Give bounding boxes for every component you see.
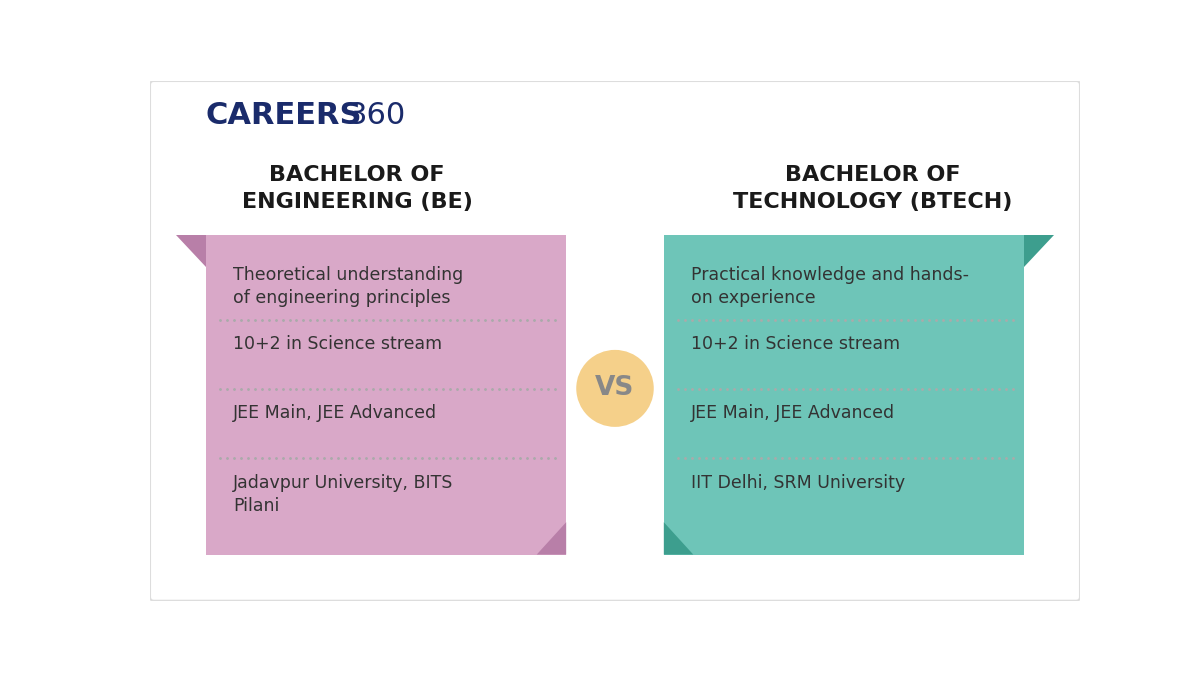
Polygon shape xyxy=(664,235,1025,555)
Polygon shape xyxy=(176,235,206,267)
Text: IIT Delhi, SRM University: IIT Delhi, SRM University xyxy=(691,474,905,491)
Text: Jadavpur University, BITS
Pilani: Jadavpur University, BITS Pilani xyxy=(233,474,454,515)
Text: Practical knowledge and hands-
on experience: Practical knowledge and hands- on experi… xyxy=(691,266,968,307)
Polygon shape xyxy=(206,235,566,555)
Text: Theoretical understanding
of engineering principles: Theoretical understanding of engineering… xyxy=(233,266,463,307)
Text: 360: 360 xyxy=(348,101,406,130)
Text: JEE Main, JEE Advanced: JEE Main, JEE Advanced xyxy=(233,404,437,423)
Text: BACHELOR OF
ENGINEERING (BE): BACHELOR OF ENGINEERING (BE) xyxy=(241,165,473,213)
Text: CAREERS: CAREERS xyxy=(206,101,362,130)
Text: 10+2 in Science stream: 10+2 in Science stream xyxy=(691,335,900,353)
Polygon shape xyxy=(664,522,694,555)
Circle shape xyxy=(576,350,654,427)
Polygon shape xyxy=(1025,235,1054,267)
Text: JEE Main, JEE Advanced: JEE Main, JEE Advanced xyxy=(691,404,895,423)
Text: 10+2 in Science stream: 10+2 in Science stream xyxy=(233,335,442,353)
Text: BACHELOR OF
TECHNOLOGY (BTECH): BACHELOR OF TECHNOLOGY (BTECH) xyxy=(733,165,1013,213)
Polygon shape xyxy=(536,522,566,555)
Text: VS: VS xyxy=(595,375,635,402)
